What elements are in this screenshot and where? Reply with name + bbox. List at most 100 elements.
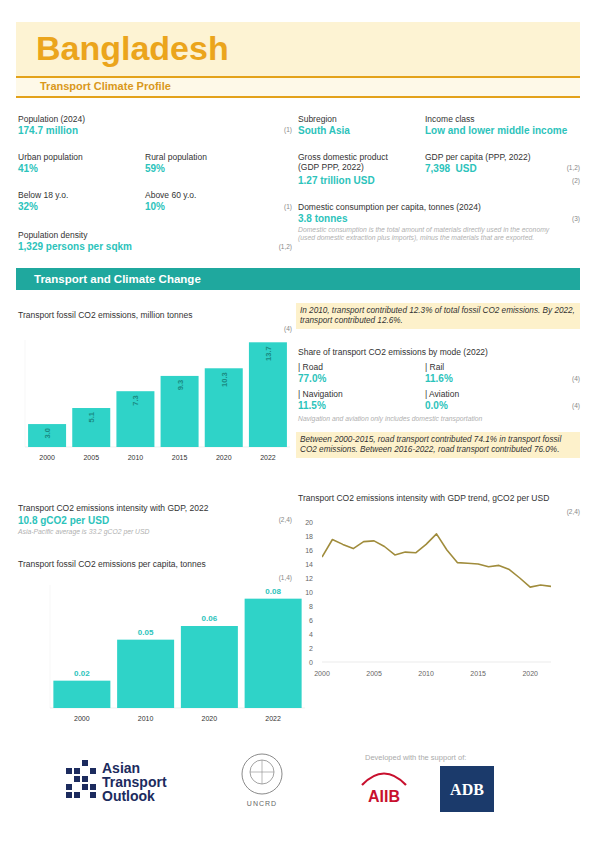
bar [116,391,154,447]
mode-label: | Aviation [425,389,459,399]
data-label: 0.02 [74,669,90,678]
page-body: Transport fossil CO2 emissions, million … [0,0,596,842]
y-tick-label: 14 [305,561,313,568]
y-tick-label: 8 [309,603,313,610]
logo-square [82,760,88,766]
source-ref: (1) [284,126,292,134]
stat-value: 41% [18,163,38,175]
logo-square [74,776,80,782]
chart-title: Transport CO2 emissions intensity with G… [298,493,549,503]
stat-label: Domestic consumption per capita, tonnes … [298,202,481,212]
stat-value: 1,329 persons per sqkm [18,241,132,253]
y-axis-line [25,340,26,447]
logo-square [74,768,80,774]
source-ref: (4) [572,402,580,410]
mode-note: Navigation and aviation only includes do… [298,415,482,423]
x-tick-label: 2000 [39,454,55,461]
source-ref: (4) [572,375,580,383]
mode-label: | Navigation [298,389,343,399]
logo-square [90,784,96,790]
logo-square [66,768,72,774]
x-tick-label: 2015 [470,670,486,677]
y-tick-label: 18 [305,533,313,540]
x-tick-label: 2000 [314,670,330,677]
intensity-value: 10.8 gCO2 per USD [18,515,109,527]
bar [249,342,287,447]
data-label: 13.7 [264,346,273,361]
support-text: Developed with the support of: [365,753,466,762]
source-ref: (2,4) [279,516,292,524]
data-label: 7.3 [131,395,140,405]
intensity-note: Asia-Pacific average is 33.2 gCO2 per US… [18,528,149,536]
logo-square [82,776,88,782]
y-tick-label: 20 [305,519,313,526]
section-title: Transport and Climate Change [34,273,201,287]
x-tick-label: 2022 [265,715,281,722]
chart-title: Transport fossil CO2 emissions, million … [18,310,192,320]
x-tick-label: 2010 [138,715,154,722]
stat-label: Rural population [145,152,207,162]
data-label: 0.05 [138,628,154,637]
stat-label: Income class [425,114,475,124]
bar [28,424,66,447]
page: Transport fossil CO2 emissions, million … [0,0,596,842]
logo-square [66,784,72,790]
data-label: 9.3 [176,380,185,390]
bar [53,681,110,708]
y-tick-label: 16 [305,547,313,554]
chart-title: Transport fossil CO2 emissions per capit… [18,559,206,569]
data-label: 5.1 [87,412,96,422]
x-tick-label: 2020 [202,715,218,722]
mode-value: 11.6% [425,373,453,385]
adb-box [440,766,494,812]
un-emblem [262,760,263,784]
mode-share-title: Share of transport CO2 emissions by mode… [298,347,488,357]
bar [72,408,110,447]
y-tick-label: 2 [309,645,313,652]
stat-value: 10% [145,201,165,213]
logo-square [66,792,72,798]
source-ref: (1,2) [279,243,292,251]
data-label: 0.06 [202,614,218,623]
source-ref: (2,4) [567,508,580,516]
logo-text: AIIB [368,788,400,805]
plot-area [28,342,287,447]
logo-square [74,792,80,798]
mode-value: 77.0% [298,373,326,385]
plot-area [322,534,551,587]
stat-label: Urban population [18,152,83,162]
data-label: 0.08 [265,587,281,596]
source-ref: (1,4) [279,574,292,582]
title: Bangladesh [36,28,229,69]
x-tick-label: 2015 [172,454,188,461]
y-tick-label: 6 [309,617,313,624]
bar [205,368,243,447]
x-tick-label: 2020 [522,670,538,677]
subtitle-rule [16,96,580,98]
x-tick-label: 2000 [74,715,90,722]
data-label: 10.3 [220,372,229,387]
y-tick-label: 0 [309,659,313,666]
mode-value: 11.5% [298,400,326,412]
stat-value: 1.27 trillion USD [298,175,375,187]
stat-value: 3.8 tonnes [298,213,347,225]
mode-value: 0.0% [425,400,448,412]
x-axis-line [322,662,551,663]
stat-note: Domestic consumption is the total amount… [298,226,568,242]
mode-label: | Road [298,362,323,372]
stat-value: 59% [145,163,165,175]
bar [181,626,238,708]
logo-text: Outlook [102,788,155,804]
stat-value: Low and lower middle income [425,125,567,137]
stat-label: Above 60 y.o. [145,190,196,200]
bar [117,640,174,708]
plot-area [53,599,301,708]
highlight-box: In 2010, transport contributed 12.3% of … [296,303,580,329]
x-tick-label: 2010 [128,454,144,461]
stat-value: 32% [18,201,38,213]
logo-text: UNCRD [247,800,277,807]
y-axis-line [50,585,51,708]
mode-label: | Rail [425,362,444,372]
source-ref: (4) [284,325,292,333]
stat-label: Population density [18,230,87,240]
